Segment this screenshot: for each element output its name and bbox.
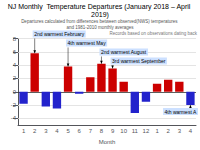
svg-text:4th warmest May: 4th warmest May [68,40,107,46]
svg-text:Departures calculated from dif: Departures calculated from differences b… [21,19,179,24]
svg-text:2: 2 [167,128,171,134]
svg-text:3: 3 [178,128,182,134]
svg-text:11: 11 [132,128,139,134]
svg-text:2: 2 [33,128,37,134]
svg-text:4: 4 [13,62,17,68]
svg-text:0: 0 [13,89,17,95]
svg-text:4: 4 [55,128,59,134]
svg-text:7: 7 [89,128,93,134]
svg-text:3: 3 [44,128,48,134]
svg-text:3rd warmest September: 3rd warmest September [112,58,166,64]
svg-text:8: 8 [100,128,104,134]
svg-text:4: 4 [189,128,193,134]
svg-text:10: 10 [120,128,127,134]
svg-text:8: 8 [13,36,17,42]
svg-text:1: 1 [155,128,159,134]
svg-text:2019): 2019) [91,11,109,19]
svg-text:12: 12 [143,128,150,134]
svg-text:-4: -4 [11,115,17,121]
svg-text:2: 2 [13,75,17,81]
svg-text:1: 1 [22,128,26,134]
svg-text:6: 6 [13,49,17,55]
svg-text:2nd warmest August: 2nd warmest August [101,49,147,55]
svg-text:-2: -2 [11,102,17,108]
svg-text:9: 9 [111,128,115,134]
svg-text:2nd warmest February: 2nd warmest February [34,31,85,37]
svg-text:6: 6 [78,128,82,134]
svg-text:and 1981-2010 monthly averages: and 1981-2010 monthly averages [66,25,134,30]
svg-text:Month: Month [99,139,116,145]
svg-text:Records based on observations: Records based on observations dating bac… [109,31,197,36]
svg-text:NJ Monthly Temperature Depart: NJ Monthly Temperature Departures (Janua… [8,3,193,11]
svg-text:4th warmest A: 4th warmest A [165,109,197,115]
svg-text:5: 5 [66,128,70,134]
